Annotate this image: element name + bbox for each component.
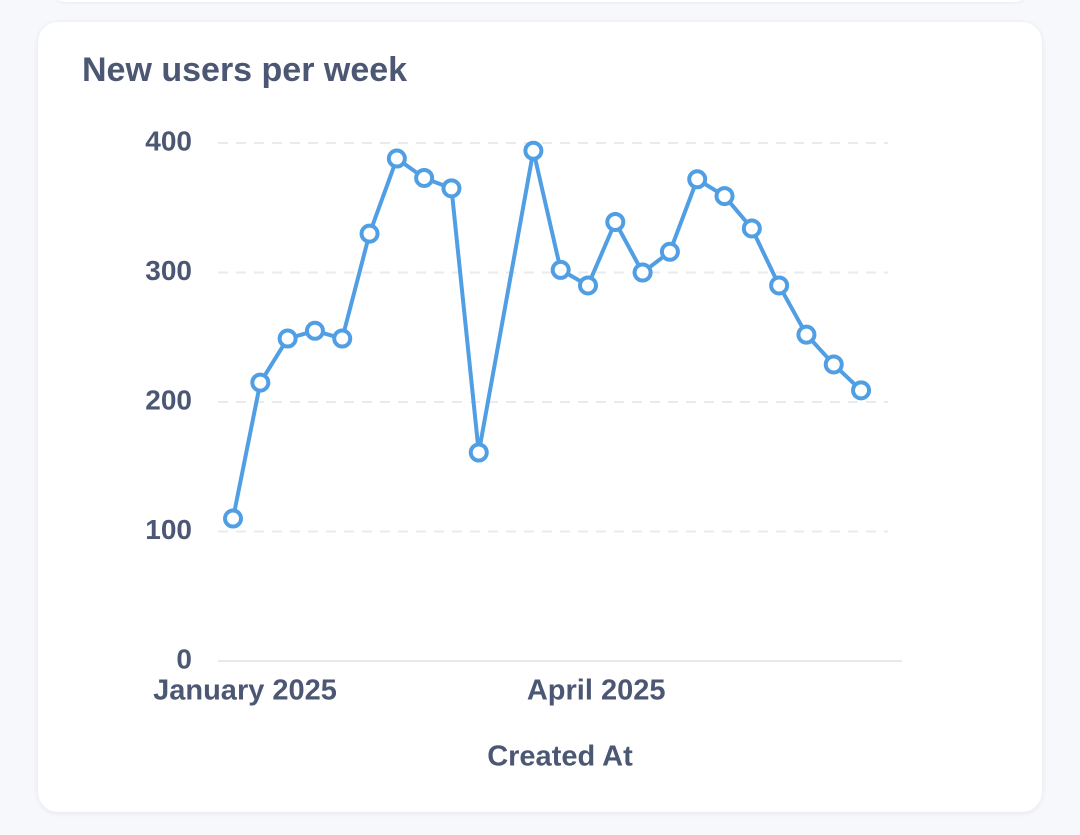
line [231,148,863,519]
chart-title: New users per week [82,51,407,89]
point [741,218,762,239]
point [605,211,626,232]
y-tick-label: 400 [145,125,192,156]
point [796,324,817,345]
point [632,262,653,283]
point [359,223,380,244]
point [277,328,298,349]
y-tick-label: 100 [145,514,192,545]
point [769,275,790,296]
card-above [50,0,1030,2]
point [823,354,844,375]
y-tick-label: 300 [145,255,192,286]
x-axis-label: Created At [487,741,633,773]
y-tick-label: 200 [145,384,192,415]
point [414,167,435,188]
point [687,169,708,190]
x-tick-label: April 2025 [527,675,666,707]
point [250,372,271,393]
point [550,259,571,280]
point [441,178,462,199]
point [223,508,244,529]
point [714,186,735,207]
x-tick-label: January 2025 [153,675,337,707]
point [577,275,598,296]
point [659,241,680,262]
point [332,328,353,349]
point [304,320,325,341]
point [386,148,407,169]
point [468,442,489,463]
point [523,140,544,161]
point [851,380,872,401]
y-tick-label: 0 [176,643,192,674]
